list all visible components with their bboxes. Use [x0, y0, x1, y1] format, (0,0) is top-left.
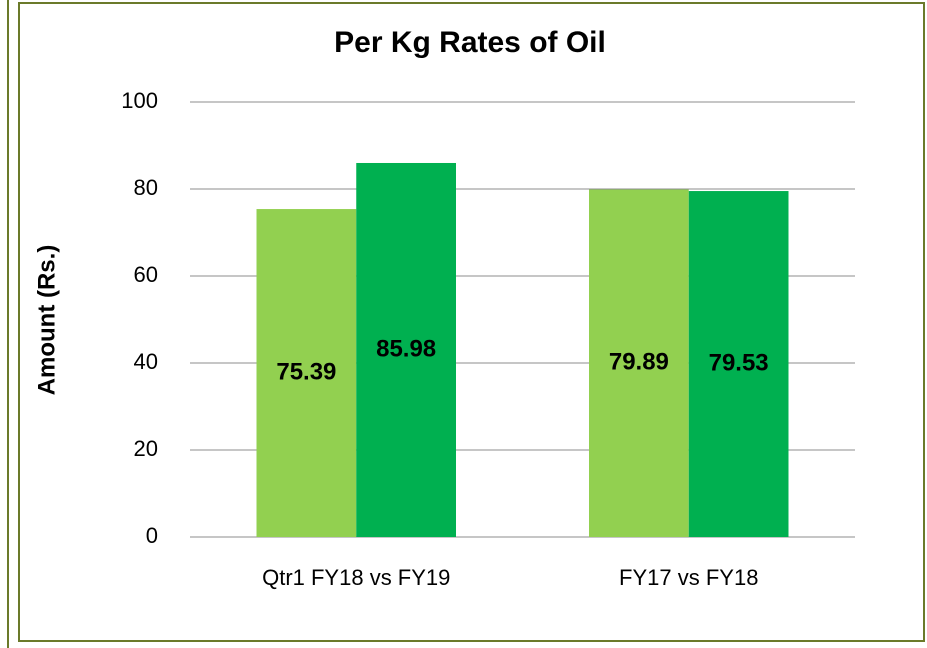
y-tick-label: 40	[134, 349, 158, 374]
x-tick-label: Qtr1 FY18 vs FY19	[262, 565, 450, 590]
bar	[589, 189, 689, 537]
data-label: 79.89	[609, 349, 669, 376]
y-axis-title: Amount (Rs.)	[33, 245, 60, 396]
bar	[356, 162, 456, 537]
y-tick-label: 60	[134, 262, 158, 287]
y-tick-label: 0	[146, 523, 158, 548]
bar	[688, 191, 789, 537]
data-label: 85.98	[376, 335, 436, 362]
bar	[256, 209, 357, 537]
y-tick-label: 80	[134, 175, 158, 200]
data-label: 79.53	[709, 349, 769, 376]
chart-title: Per Kg Rates of Oil	[334, 26, 606, 59]
data-label: 75.39	[276, 358, 336, 385]
y-tick-label: 20	[134, 436, 158, 461]
y-tick-label: 100	[121, 88, 158, 113]
x-tick-label: FY17 vs FY18	[619, 565, 758, 590]
